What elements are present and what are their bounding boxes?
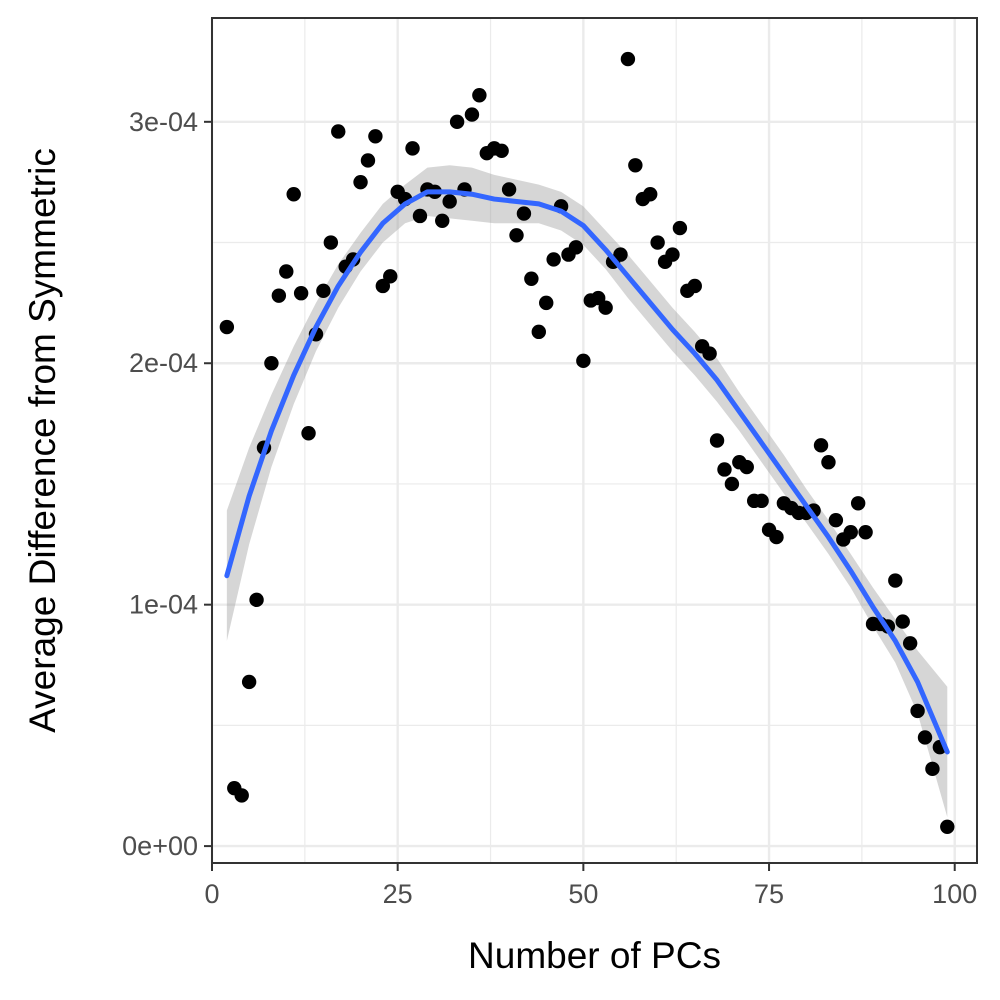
data-point [687,278,702,294]
data-point [234,788,249,803]
data-point [917,730,933,745]
points-layer [219,51,955,834]
data-point [301,426,316,441]
data-point [850,496,866,511]
data-point [620,51,636,67]
data-point [494,143,509,158]
data-point [383,269,398,284]
data-point [754,493,769,509]
confidence-band-layer [226,165,948,818]
data-point [672,220,688,236]
data-point [219,319,235,335]
x-axis-title: Number of PCs [468,935,721,976]
data-point [598,300,613,315]
data-point [888,573,903,588]
data-point [279,264,294,279]
data-point [665,247,680,262]
data-point [940,819,955,834]
data-point [858,525,873,540]
data-point [709,433,725,448]
y-tick-label: 3e-04 [129,107,198,137]
data-point [813,438,829,453]
data-point [412,208,428,224]
confidence-band [226,165,948,818]
smooth-line [224,189,950,755]
data-point [702,346,717,361]
data-point [650,235,665,250]
data-point [613,247,628,262]
y-tick-label: 2e-04 [129,348,198,378]
x-tick-label: 50 [568,879,598,909]
smooth-line-layer [224,189,950,755]
data-point [516,206,532,221]
data-point [435,213,450,228]
data-point [286,187,301,202]
x-tick-label: 0 [204,879,219,909]
data-point [360,153,376,168]
data-point [628,158,643,173]
data-point [353,174,368,190]
data-point [910,703,925,719]
data-point [293,286,309,301]
data-point [568,240,584,255]
data-point [531,324,546,340]
x-tick-label: 75 [754,879,784,909]
data-point [249,592,264,608]
data-point [442,194,457,209]
data-point [464,107,480,122]
y-tick-label: 1e-04 [129,590,198,620]
data-point [316,283,331,299]
data-point [925,761,940,777]
x-tick-label: 100 [932,879,977,909]
data-point [539,295,554,311]
data-point [524,271,539,286]
data-point [546,252,561,267]
data-point [271,288,287,303]
data-point [902,636,918,651]
data-point [501,182,517,197]
data-point [843,525,858,540]
x-tick-label: 25 [383,879,413,909]
data-point [368,129,383,144]
y-tick-label: 0e+00 [122,831,198,861]
data-point [724,476,740,492]
data-point [769,529,784,545]
data-point [241,674,257,690]
data-point [576,353,591,369]
data-point [643,187,658,202]
data-point [739,459,754,475]
data-point [405,141,420,156]
data-point [895,614,910,629]
data-point [323,235,339,250]
data-point [472,88,487,103]
axis-ticks: 0 25 50 75 100 0e+00 1e-04 2e-04 3e-04 [122,107,977,909]
data-point [717,462,732,477]
data-point [509,228,524,243]
data-point [449,114,465,130]
y-axis-title: Average Difference from Symmetric [22,148,63,733]
panel-border [211,17,978,864]
data-point [331,124,346,139]
data-point [264,356,279,371]
data-point [828,512,844,528]
data-point [821,455,836,470]
